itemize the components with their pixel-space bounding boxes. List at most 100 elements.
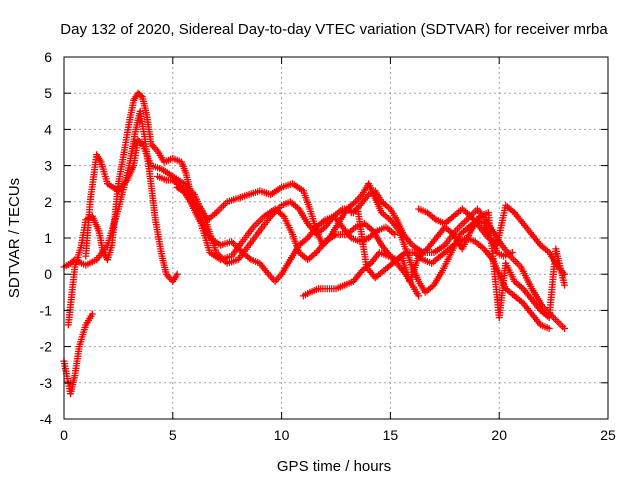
data-point xyxy=(378,251,381,254)
data-point xyxy=(204,219,207,221)
data-point xyxy=(522,287,524,290)
data-point xyxy=(150,143,152,145)
data-point xyxy=(111,244,113,246)
data-point xyxy=(91,313,94,315)
data-point xyxy=(541,306,544,308)
data-point xyxy=(95,258,98,261)
data-point xyxy=(498,316,501,319)
data-point xyxy=(198,215,200,218)
data-point xyxy=(126,179,128,181)
data-point xyxy=(100,161,102,163)
data-point xyxy=(396,219,398,221)
data-point xyxy=(324,240,326,243)
data-point xyxy=(380,244,383,246)
y-tick-label: 3 xyxy=(44,158,52,174)
data-point xyxy=(367,237,370,239)
data-point xyxy=(102,251,104,254)
data-point xyxy=(374,277,377,279)
data-point xyxy=(137,139,139,142)
data-point xyxy=(106,182,109,185)
data-point xyxy=(531,298,533,301)
data-point xyxy=(80,244,83,246)
data-point xyxy=(513,211,516,214)
data-point xyxy=(370,262,372,265)
data-point xyxy=(389,208,392,210)
y-tick-label: 5 xyxy=(44,85,52,101)
data-point xyxy=(163,161,165,163)
x-tick-label: 0 xyxy=(60,427,68,443)
data-point xyxy=(241,240,244,243)
data-point xyxy=(141,143,144,145)
data-point xyxy=(302,190,305,192)
data-point xyxy=(411,244,414,246)
data-point xyxy=(426,248,429,250)
data-point xyxy=(461,208,464,210)
data-point xyxy=(444,226,446,228)
data-point xyxy=(259,230,261,232)
data-point xyxy=(400,255,403,257)
data-point xyxy=(137,92,139,94)
data-point xyxy=(435,219,437,221)
data-point xyxy=(172,157,174,160)
y-tick-label: 1 xyxy=(44,230,52,246)
data-point xyxy=(69,262,72,265)
data-point xyxy=(548,251,550,254)
data-point xyxy=(252,226,255,228)
data-point xyxy=(531,313,533,315)
data-point xyxy=(315,233,318,236)
data-point xyxy=(267,273,270,276)
data-point xyxy=(374,190,377,192)
data-point xyxy=(128,164,131,167)
y-tick-label: 2 xyxy=(44,194,52,210)
data-point xyxy=(346,208,348,210)
data-point xyxy=(341,226,344,228)
data-point xyxy=(106,244,109,246)
data-point xyxy=(531,233,533,236)
data-point xyxy=(226,201,228,203)
y-tick-label: 6 xyxy=(44,49,52,65)
data-point xyxy=(291,182,294,185)
data-point xyxy=(417,280,420,283)
series-track-8 xyxy=(415,201,568,278)
data-point xyxy=(161,168,163,170)
data-point xyxy=(182,182,185,185)
x-tick-label: 10 xyxy=(274,427,290,443)
x-axis-label: GPS time / hours xyxy=(277,458,391,475)
data-point xyxy=(67,324,70,326)
data-point xyxy=(187,193,189,196)
data-point xyxy=(357,208,359,210)
data-point xyxy=(430,262,433,265)
data-point xyxy=(498,273,501,276)
data-point xyxy=(74,266,76,268)
data-point xyxy=(467,226,470,228)
data-point xyxy=(215,211,218,214)
data-point xyxy=(563,327,566,330)
data-point xyxy=(172,179,174,181)
data-point xyxy=(365,266,368,268)
data-point xyxy=(394,233,396,236)
data-point xyxy=(259,190,261,192)
data-point xyxy=(539,309,542,312)
data-point xyxy=(219,258,222,261)
y-tick-label: -2 xyxy=(40,339,53,355)
data-point xyxy=(352,280,355,283)
data-point xyxy=(95,153,98,156)
data-point xyxy=(359,204,361,207)
data-point xyxy=(441,269,444,272)
data-point xyxy=(289,258,292,261)
data-point xyxy=(306,258,309,261)
data-point xyxy=(478,226,481,228)
data-point xyxy=(520,266,522,268)
data-point xyxy=(132,164,135,167)
y-tick-label: -1 xyxy=(40,302,53,318)
data-point xyxy=(269,193,272,196)
data-point xyxy=(380,211,383,214)
data-point xyxy=(361,193,363,196)
data-point xyxy=(459,233,461,236)
data-point xyxy=(409,280,411,283)
data-point xyxy=(117,182,120,185)
data-point xyxy=(522,222,524,225)
data-point xyxy=(483,222,485,225)
data-point xyxy=(452,215,455,218)
